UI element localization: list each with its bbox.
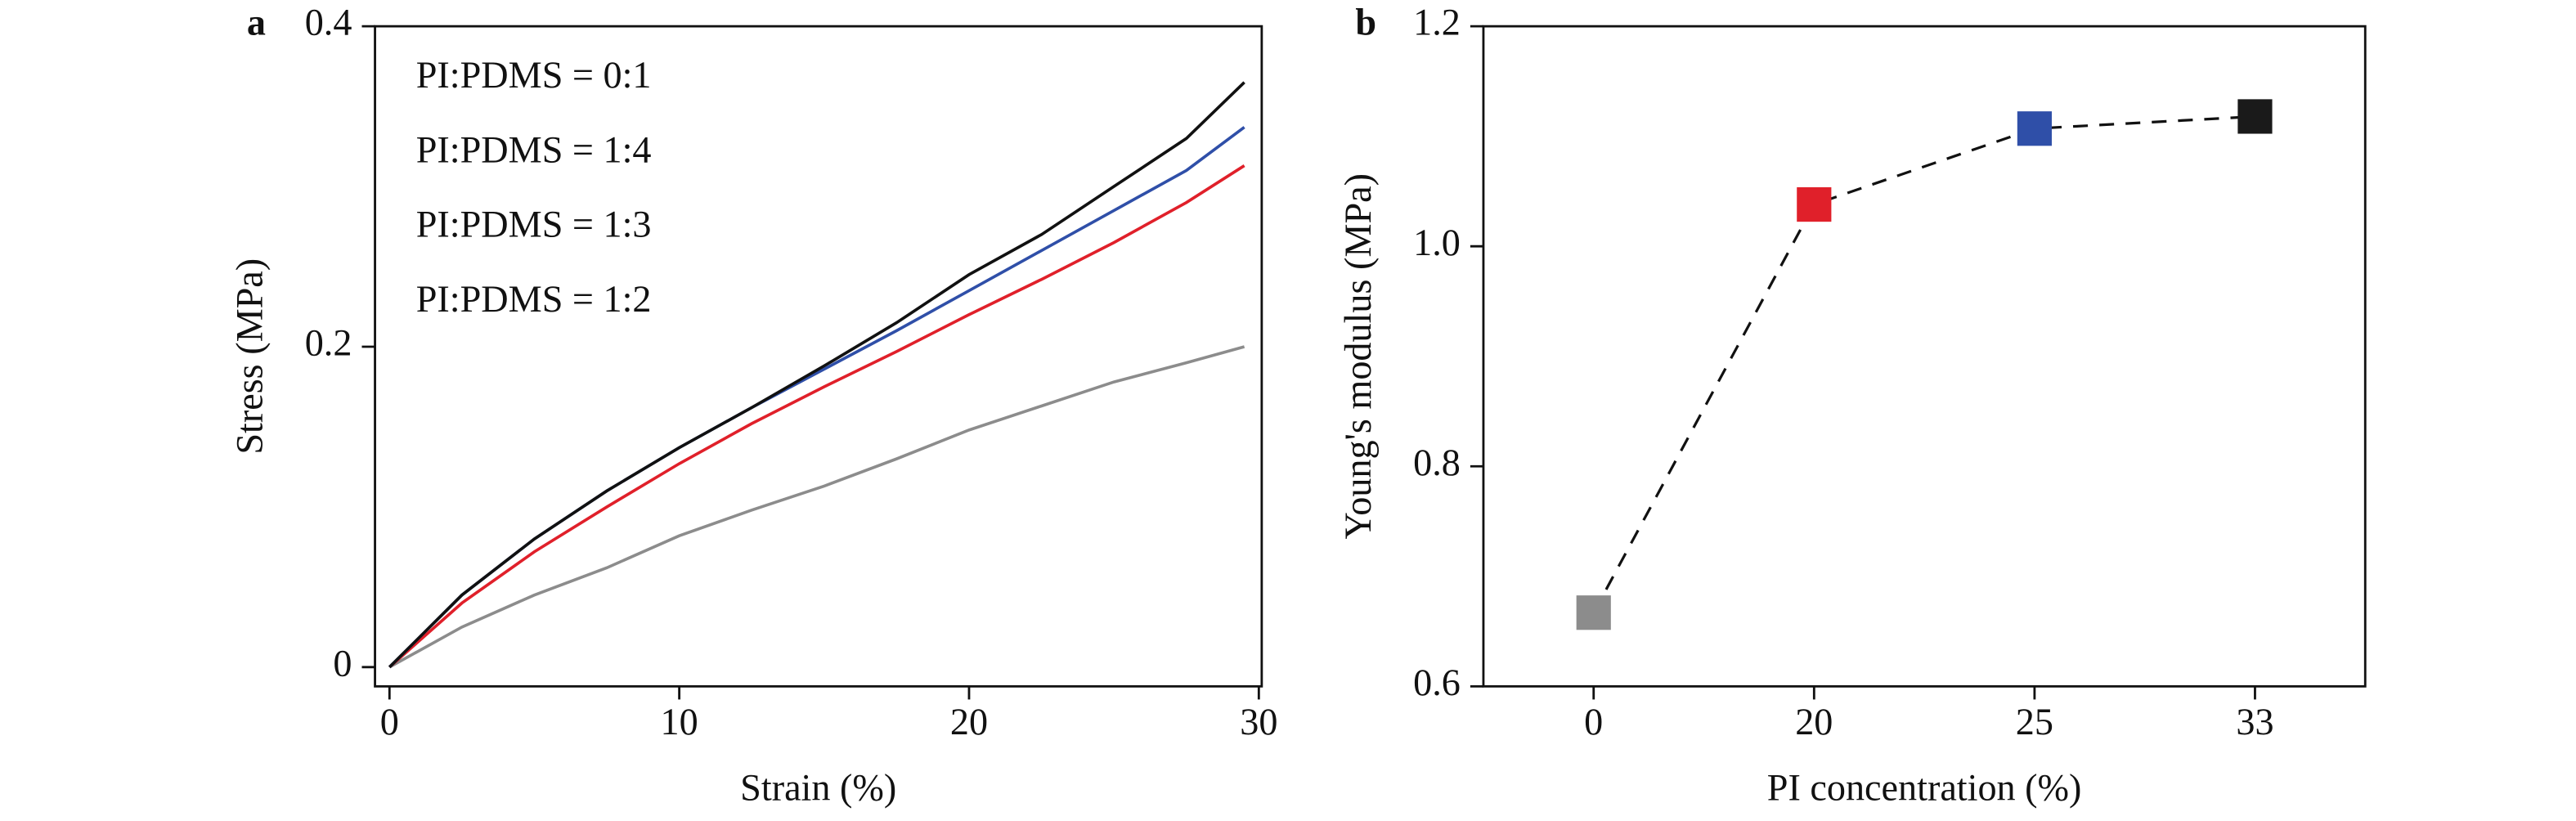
series-line <box>388 345 1245 669</box>
plot-frame <box>374 25 1263 688</box>
y-axis-label: Young's modulus (MPa) <box>1337 173 1379 539</box>
x-axis-label: Strain (%) <box>740 766 896 808</box>
x-tick-label: 0 <box>380 701 399 742</box>
y-tick-label: 0 <box>333 642 352 684</box>
y-tick-label: 0.6 <box>1413 662 1461 703</box>
x-tick-label: 20 <box>1795 701 1833 742</box>
legend-entry: PI:PDMS = 1:2 <box>416 278 652 320</box>
panel-label: b <box>1355 2 1376 43</box>
y-tick-label: 0.4 <box>305 2 352 43</box>
data-point <box>1576 595 1611 630</box>
plot-frame <box>1482 25 2367 688</box>
series-line <box>388 81 1245 669</box>
legend-entry: PI:PDMS = 1:3 <box>416 204 652 245</box>
x-tick-label: 10 <box>661 701 698 742</box>
x-tick-label: 20 <box>950 701 988 742</box>
y-tick-label: 1.2 <box>1413 2 1461 43</box>
x-tick-label: 0 <box>1584 701 1603 742</box>
x-tick-label: 25 <box>2016 701 2053 742</box>
legend-entry: PI:PDMS = 1:4 <box>416 128 652 170</box>
x-tick-label: 33 <box>2236 701 2273 742</box>
y-tick-label: 0.2 <box>305 322 352 364</box>
panel-label: a <box>247 2 266 43</box>
legend-entry: PI:PDMS = 0:1 <box>416 54 652 96</box>
y-tick-label: 0.8 <box>1413 442 1461 483</box>
data-point <box>2237 99 2273 134</box>
y-tick-label: 1.0 <box>1413 222 1461 263</box>
y-axis-label: Stress (MPa) <box>229 258 271 455</box>
connector-line <box>1592 114 2255 613</box>
series-line <box>388 164 1245 669</box>
data-point <box>2017 111 2052 146</box>
x-tick-label: 30 <box>1240 701 1277 742</box>
data-point <box>1797 186 1832 222</box>
x-axis-label: PI concentration (%) <box>1767 766 2082 808</box>
